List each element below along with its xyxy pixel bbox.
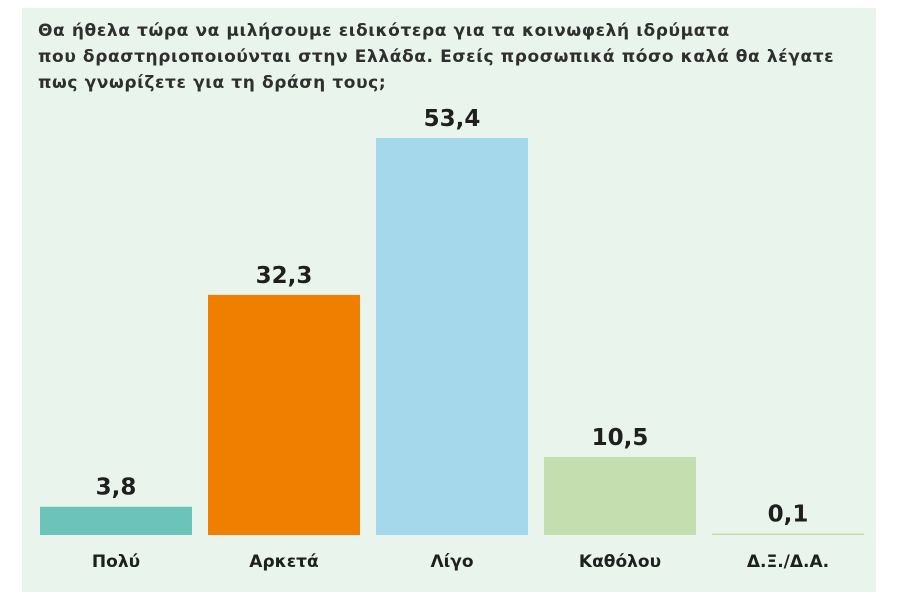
chart-panel: Θα ήθελα τώρα να μιλήσουμε ειδικότερα γι… — [22, 8, 876, 592]
category-label-4: Καθόλου — [579, 552, 661, 572]
chart-title: Θα ήθελα τώρα να μιλήσουμε ειδικότερα γι… — [38, 18, 858, 96]
chart-title-line-1: Θα ήθελα τώρα να μιλήσουμε ειδικότερα γι… — [38, 21, 730, 41]
bar-value-label-2: 32,3 — [256, 263, 313, 289]
bar-3 — [376, 138, 528, 535]
bar-5 — [712, 533, 864, 535]
bar-chart: 3,8 Πολύ 32,3 Αρκετά 53,4 Λίγο 10,5 Καθόλου 0,1 Δ… — [40, 106, 864, 572]
chart-title-line-2: που δραστηριοποιούνται στην Ελλάδα. Εσεί… — [38, 47, 835, 67]
category-label-3: Λίγο — [430, 552, 473, 572]
chart-title-line-3: πως γνωρίζετε για τη δράση τους; — [38, 73, 387, 93]
category-label-1: Πολύ — [92, 552, 140, 572]
bar-2 — [208, 294, 360, 535]
bar-value-label-4: 10,5 — [592, 425, 649, 451]
bar-value-label-5: 0,1 — [768, 502, 809, 528]
bar-value-label-3: 53,4 — [424, 106, 481, 132]
bar-1 — [40, 506, 192, 535]
category-label-2: Αρκετά — [249, 552, 318, 572]
bar-4 — [544, 456, 696, 535]
bar-value-label-1: 3,8 — [96, 475, 137, 501]
category-label-5: Δ.Ξ./Δ.Α. — [747, 552, 829, 572]
